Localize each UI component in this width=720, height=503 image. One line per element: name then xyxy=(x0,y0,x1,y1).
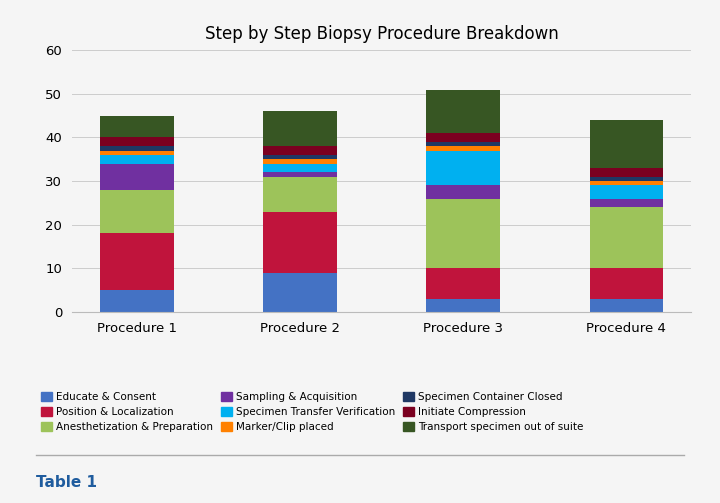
Bar xyxy=(264,146,337,155)
Bar xyxy=(264,155,337,159)
Bar xyxy=(590,199,663,207)
Bar xyxy=(590,181,663,186)
Bar xyxy=(264,177,337,212)
Bar xyxy=(590,120,663,168)
Bar xyxy=(100,233,174,290)
Bar xyxy=(264,111,337,146)
Bar xyxy=(426,268,500,299)
Title: Step by Step Biopsy Procedure Breakdown: Step by Step Biopsy Procedure Breakdown xyxy=(204,25,559,43)
Text: Table 1: Table 1 xyxy=(36,475,97,490)
Bar xyxy=(590,186,663,199)
Bar xyxy=(426,199,500,268)
Bar xyxy=(590,299,663,312)
Bar xyxy=(590,207,663,268)
Bar xyxy=(590,168,663,177)
Bar xyxy=(426,90,500,133)
Bar xyxy=(264,163,337,173)
Bar xyxy=(590,177,663,181)
Bar xyxy=(100,155,174,163)
Bar xyxy=(100,146,174,150)
Bar xyxy=(426,142,500,146)
Bar xyxy=(590,268,663,299)
Bar xyxy=(264,212,337,273)
Bar xyxy=(100,163,174,190)
Bar xyxy=(264,273,337,312)
Legend: Educate & Consent, Position & Localization, Anesthetization & Preparation, Sampl: Educate & Consent, Position & Localizati… xyxy=(41,392,583,433)
Bar xyxy=(100,190,174,233)
Bar xyxy=(100,137,174,146)
Bar xyxy=(426,133,500,142)
Bar xyxy=(426,299,500,312)
Bar xyxy=(264,159,337,163)
Bar xyxy=(264,173,337,177)
Bar xyxy=(100,150,174,155)
Bar xyxy=(426,186,500,199)
Bar xyxy=(100,116,174,137)
Bar xyxy=(426,150,500,186)
Bar xyxy=(100,290,174,312)
Bar xyxy=(426,146,500,150)
